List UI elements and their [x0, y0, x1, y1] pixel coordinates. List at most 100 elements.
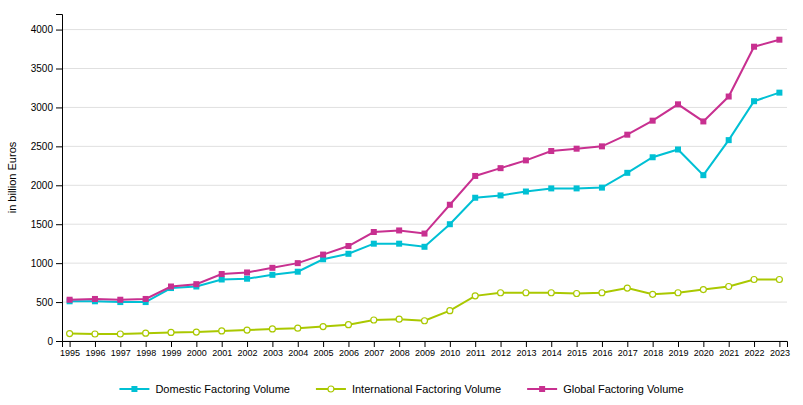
- series: [67, 90, 783, 305]
- y-tick: 2000: [31, 180, 62, 191]
- point: [320, 324, 326, 330]
- x-tick-label: 2013: [516, 348, 536, 358]
- x-tick-label: 2021: [719, 348, 739, 358]
- x-tick-label: 1995: [60, 348, 80, 358]
- point: [472, 195, 478, 201]
- x-tick-mark: [374, 341, 375, 347]
- point: [295, 269, 301, 275]
- point: [498, 192, 504, 198]
- y-tick-mark: [56, 341, 62, 342]
- point: [751, 276, 757, 282]
- x-tick-mark: [501, 341, 502, 347]
- x-tick-label: 2002: [238, 348, 258, 358]
- legend-item: Domestic Factoring Volume: [119, 383, 290, 395]
- x-tick: 2018: [643, 341, 663, 358]
- point: [67, 331, 73, 337]
- x-tick-label: 2012: [491, 348, 511, 358]
- point: [650, 118, 656, 124]
- x-tick-label: 2011: [466, 348, 485, 358]
- x-tick-mark: [703, 341, 704, 347]
- x-tick: 2022: [745, 341, 765, 358]
- point: [447, 202, 453, 208]
- point: [574, 291, 580, 297]
- point: [599, 290, 605, 296]
- y-tick-mark: [56, 146, 62, 147]
- x-tick-mark: [171, 341, 172, 347]
- x-tick: 2000: [187, 341, 207, 358]
- point: [447, 308, 453, 314]
- point: [624, 132, 630, 138]
- x-tick: 1996: [85, 341, 105, 358]
- point: [599, 143, 605, 149]
- y-tick: 3500: [31, 63, 62, 74]
- x-tick-label: 2006: [339, 348, 359, 358]
- grid-line: [62, 224, 787, 225]
- x-tick-label: 1998: [136, 348, 156, 358]
- point: [472, 293, 478, 299]
- point: [726, 284, 732, 290]
- y-tick-label: 1500: [31, 219, 54, 230]
- x-tick: 2003: [263, 341, 283, 358]
- x-tick-mark: [602, 341, 603, 347]
- point: [219, 271, 225, 277]
- x-tick: 2021: [719, 341, 739, 358]
- x-tick-mark: [120, 341, 121, 347]
- x-tick: 2008: [390, 341, 410, 358]
- point: [269, 272, 275, 278]
- y-tick-mark: [56, 224, 62, 225]
- x-tick-label: 2019: [668, 348, 688, 358]
- point: [472, 173, 478, 179]
- point: [117, 331, 123, 337]
- point: [117, 297, 123, 303]
- point: [650, 154, 656, 160]
- x-tick: 1998: [136, 341, 156, 358]
- y-tick-mark: [56, 302, 62, 303]
- series: [67, 37, 783, 303]
- x-tick-label: 2009: [415, 348, 435, 358]
- point: [422, 244, 428, 250]
- x-tick: 2014: [542, 341, 562, 358]
- point: [700, 118, 706, 124]
- point: [422, 318, 428, 324]
- y-axis-title: in billion Euros: [6, 141, 18, 213]
- x-tick-label: 1999: [161, 348, 181, 358]
- point: [396, 227, 402, 233]
- point: [345, 251, 351, 257]
- y-tick-label: 500: [36, 297, 53, 308]
- line: [70, 279, 780, 334]
- y-tick-mark: [56, 69, 62, 70]
- point: [244, 269, 250, 275]
- y-tick-mark: [56, 263, 62, 264]
- x-tick-mark: [95, 341, 96, 347]
- x-tick-mark: [247, 341, 248, 347]
- point: [523, 157, 529, 163]
- point: [193, 281, 199, 287]
- point: [574, 185, 580, 191]
- point: [219, 276, 225, 282]
- chart: 1995199619971998199920002001200220032004…: [0, 0, 803, 405]
- x-tick-mark: [729, 341, 730, 347]
- point: [396, 241, 402, 247]
- point: [92, 296, 98, 302]
- y-tick-label: 0: [47, 336, 53, 347]
- grid-line: [62, 68, 787, 69]
- x-tick: 1995: [60, 341, 80, 358]
- point: [700, 287, 706, 293]
- point: [675, 290, 681, 296]
- point: [523, 290, 529, 296]
- x-tick: 2020: [694, 341, 714, 358]
- x-tick-label: 2005: [314, 348, 334, 358]
- point: [143, 296, 149, 302]
- x-tick-label: 2018: [643, 348, 663, 358]
- x-tick-label: 2014: [542, 348, 562, 358]
- y-tick-label: 2500: [31, 141, 54, 152]
- x-tick-mark: [348, 341, 349, 347]
- point: [624, 285, 630, 291]
- point: [574, 146, 580, 152]
- legend-marker: [131, 386, 137, 392]
- point: [548, 290, 554, 296]
- point: [295, 260, 301, 266]
- point: [675, 146, 681, 152]
- point: [726, 94, 732, 100]
- x-tick-mark: [399, 341, 400, 347]
